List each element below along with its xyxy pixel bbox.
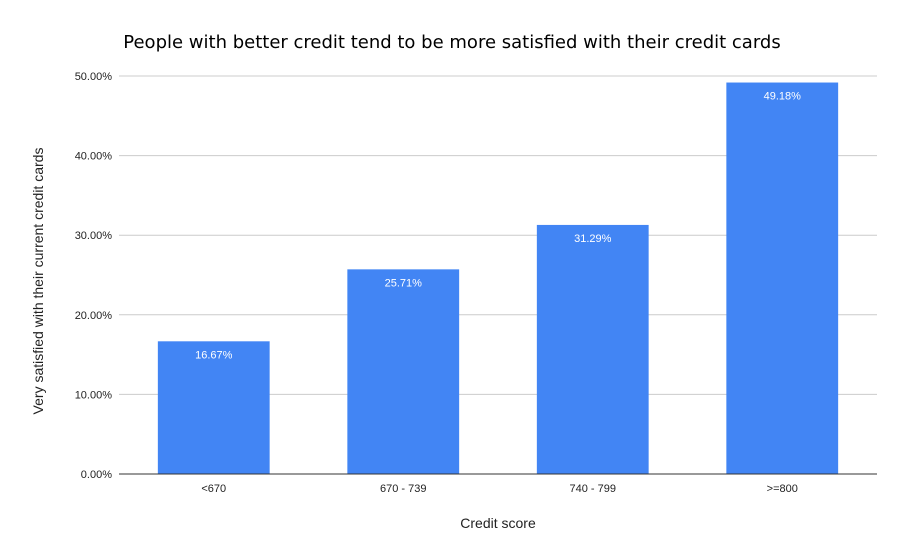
x-tick-label: >=800 — [767, 483, 798, 495]
bar — [726, 82, 839, 475]
x-tick-label: 740 - 799 — [570, 483, 616, 495]
y-tick-label: 0.00% — [81, 469, 112, 481]
x-axis-ticks: <670 670 - 739 740 - 799 >=800 — [201, 483, 797, 495]
bar-value-label: 31.29% — [574, 233, 612, 245]
x-axis-title: Credit score — [460, 515, 536, 531]
bar — [347, 269, 460, 474]
bar — [157, 341, 270, 474]
y-tick-label: 40.00% — [75, 151, 113, 163]
bar-value-label: 25.71% — [385, 277, 423, 289]
y-tick-label: 20.00% — [75, 310, 113, 322]
y-tick-label: 50.00% — [75, 71, 113, 83]
chart-title: People with better credit tend to be mor… — [123, 32, 780, 53]
y-tick-label: 30.00% — [75, 230, 113, 242]
y-tick-label: 10.00% — [75, 389, 113, 401]
y-axis-title: Very satisfied with their current credit… — [30, 148, 46, 415]
bars — [157, 82, 839, 475]
x-tick-label: 670 - 739 — [380, 483, 426, 495]
bar-value-label: 16.67% — [195, 349, 233, 361]
data-labels: 16.67% 25.71% 31.29% 49.18% — [195, 91, 801, 362]
bar-value-label: 49.18% — [764, 91, 802, 103]
bar — [536, 224, 649, 474]
x-tick-label: <670 — [201, 483, 226, 495]
y-axis-ticks: 0.00% 10.00% 20.00% 30.00% 40.00% 50.00% — [75, 71, 113, 481]
